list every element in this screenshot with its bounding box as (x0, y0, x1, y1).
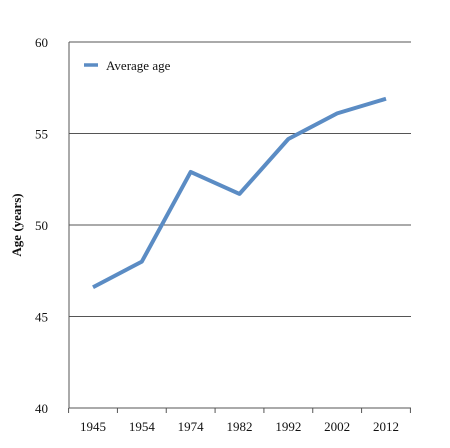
y-tick-label-50: 50 (35, 218, 48, 233)
legend: Average age (84, 58, 171, 73)
y-axis-title: Age (years) (9, 193, 24, 256)
x-tick-label-2012: 2012 (373, 419, 399, 434)
x-tick-label-1992: 1992 (275, 419, 301, 434)
x-tick-labels: 1945 1954 1974 1982 1992 2002 2012 (68, 408, 411, 434)
x-tick-label-2002: 2002 (324, 419, 350, 434)
x-tick-label-1982: 1982 (227, 419, 253, 434)
x-tick-label-1954: 1954 (129, 419, 156, 434)
series-line-average-age (92, 96, 387, 289)
x-tick-label-1974: 1974 (178, 419, 205, 434)
y-tick-label-60: 60 (35, 35, 48, 50)
y-tick-label-45: 45 (35, 310, 48, 325)
y-tick-label-55: 55 (35, 127, 48, 142)
y-tick-label-40: 40 (35, 401, 48, 416)
x-tick-label-1945: 1945 (80, 419, 106, 434)
series-layer (92, 96, 387, 289)
y-tick-labels: 40 45 50 55 60 (35, 35, 48, 416)
axes (68, 42, 411, 409)
legend-label: Average age (106, 58, 171, 73)
gridlines (69, 41, 411, 317)
